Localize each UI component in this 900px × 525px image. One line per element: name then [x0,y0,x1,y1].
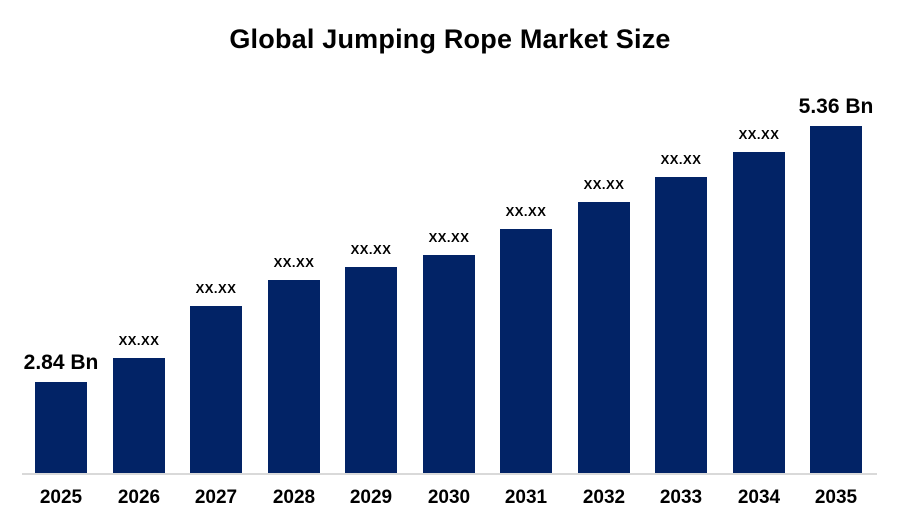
x-tick-2026: 2026 [117,487,161,508]
bar-2029 [345,267,397,473]
bar-2033 [655,177,707,473]
bar-2030 [423,255,475,473]
bar-2035 [810,126,862,473]
x-tick-2032: 2032 [582,487,626,508]
chart-title: Global Jumping Rope Market Size [229,24,671,54]
x-tick-2030: 2030 [427,487,471,508]
x-tick-2035: 2035 [814,487,858,508]
bar-2027 [190,306,242,473]
x-tick-2031: 2031 [504,487,548,508]
bar-2028 [268,280,320,473]
x-tick-2027: 2027 [194,487,238,508]
x-tick-2029: 2029 [349,487,393,508]
x-tick-2025: 2025 [39,487,83,508]
bar-label-2035: 5.36 Bn [798,95,874,118]
bar-2025 [35,382,87,473]
x-tick-2028: 2028 [272,487,316,508]
x-tick-2034: 2034 [737,487,781,508]
bar-2031 [500,229,552,473]
bar-label-2029: XX.XX [350,242,392,257]
bar-label-2034: XX.XX [738,127,780,142]
bar-label-2025: 2.84 Bn [23,351,99,374]
bar-2026 [113,358,165,473]
bar-label-2031: XX.XX [505,204,547,219]
x-tick-2033: 2033 [659,487,703,508]
bar-label-2030: XX.XX [428,230,470,245]
bar-label-2032: XX.XX [583,177,625,192]
bar-label-2026: XX.XX [118,333,160,348]
x-axis-line [22,473,877,475]
bar-2032 [578,202,630,473]
bar-label-2027: XX.XX [195,281,237,296]
bar-label-2033: XX.XX [660,152,702,167]
bar-2034 [733,152,785,473]
bar-label-2028: XX.XX [273,255,315,270]
